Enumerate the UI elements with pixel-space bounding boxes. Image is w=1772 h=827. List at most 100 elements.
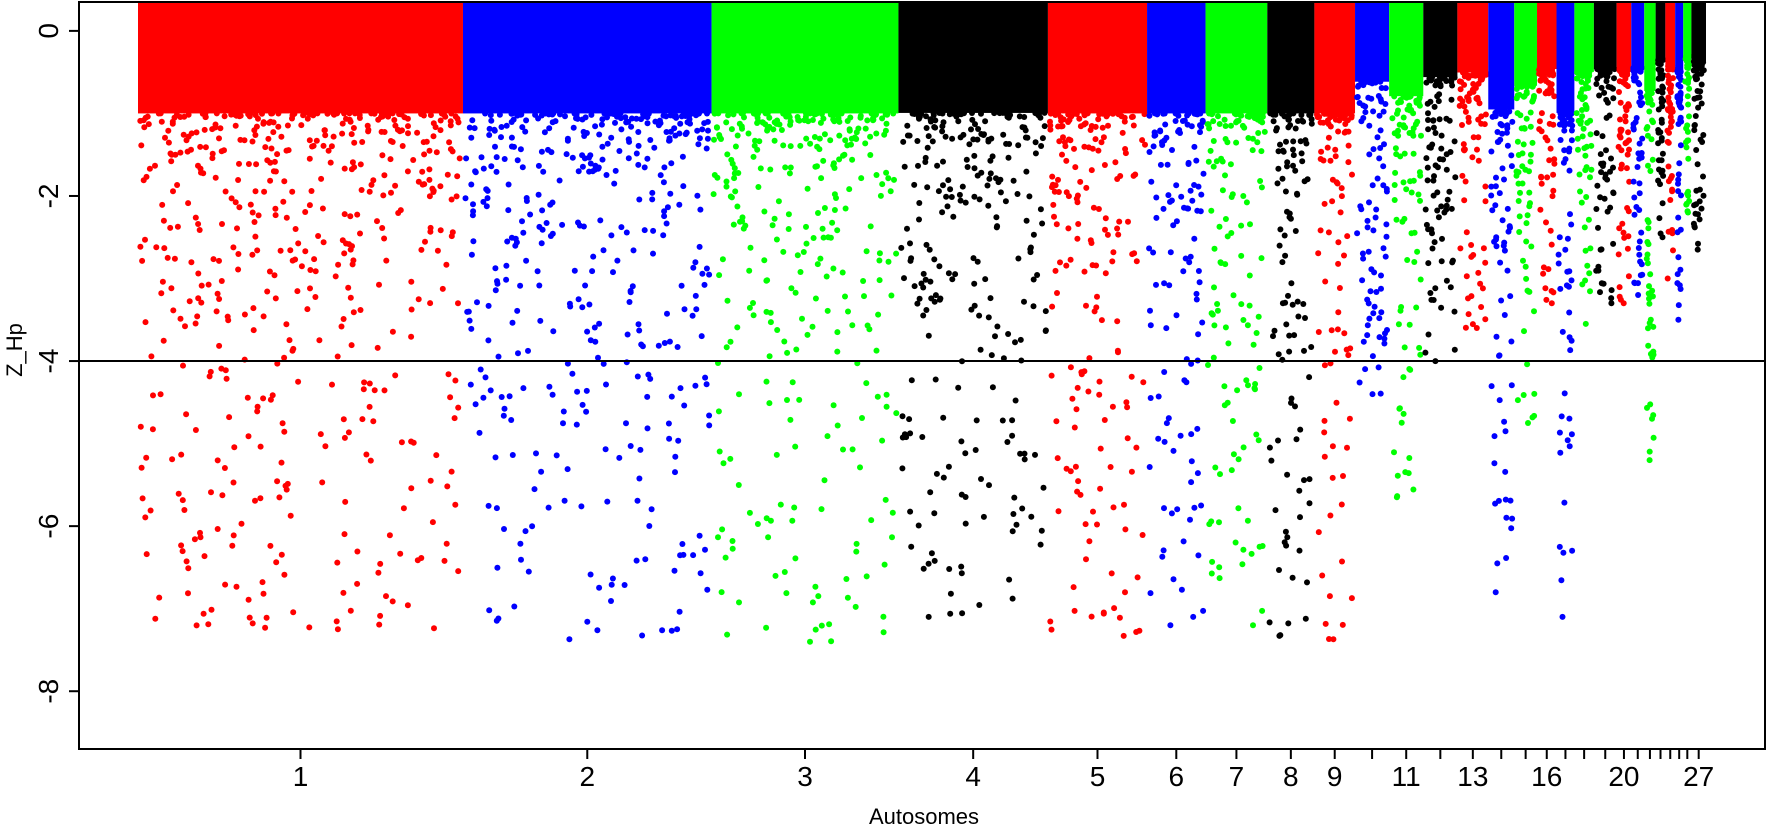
snp-point: [655, 342, 662, 349]
snp-point: [845, 308, 851, 315]
snp-point: [836, 156, 843, 163]
snp-point: [1193, 296, 1200, 303]
snp-point: [1556, 543, 1563, 550]
chromosome-4-points: [898, 2, 1049, 620]
snp-point: [1496, 352, 1502, 359]
snp-point: [1297, 514, 1303, 521]
snp-point: [1183, 379, 1190, 386]
snp-point: [1607, 168, 1613, 175]
snp-point: [732, 188, 739, 195]
snp-point: [879, 181, 886, 188]
snp-point: [750, 312, 757, 319]
snp-point: [410, 157, 417, 163]
snp-point: [1380, 245, 1387, 252]
snp-point: [601, 110, 608, 117]
snp-point: [1222, 123, 1229, 129]
snp-point: [969, 116, 976, 123]
snp-point: [1093, 304, 1100, 311]
snp-point: [1362, 109, 1369, 116]
snp-point: [1326, 636, 1332, 642]
snp-point: [1561, 499, 1568, 506]
snp-point: [1083, 184, 1090, 191]
snp-point-min: [1492, 589, 1499, 596]
snp-point: [1373, 206, 1380, 213]
snp-point: [230, 532, 237, 539]
snp-point: [1538, 128, 1545, 135]
snp-point: [1136, 627, 1143, 634]
snp-point: [1211, 284, 1217, 291]
snp-point: [1575, 146, 1581, 153]
dense-point-band: [1675, 2, 1684, 72]
snp-point: [520, 385, 527, 392]
snp-point: [520, 229, 527, 236]
snp-point: [1049, 173, 1056, 180]
snp-point: [341, 531, 348, 538]
snp-point: [214, 457, 221, 464]
dense-point-band: [138, 2, 463, 114]
snp-point: [1194, 207, 1201, 214]
snp-point: [260, 395, 267, 402]
snp-point: [846, 186, 853, 193]
snp-point: [188, 146, 194, 153]
snp-point: [1509, 118, 1516, 125]
snp-point: [334, 353, 341, 360]
snp-point: [1508, 525, 1515, 532]
snp-point: [408, 306, 415, 313]
snp-point: [803, 135, 810, 142]
snp-point: [1205, 362, 1211, 368]
snp-point: [817, 255, 824, 262]
snp-point: [797, 269, 804, 275]
snp-point: [1608, 295, 1615, 302]
snp-point: [1153, 281, 1159, 288]
snp-point: [1382, 253, 1389, 260]
snp-point: [1646, 300, 1653, 307]
snp-point: [267, 177, 274, 184]
snp-point: [1595, 224, 1601, 231]
snp-point: [324, 110, 331, 117]
snp-point: [582, 282, 589, 289]
snp-point: [1306, 500, 1313, 507]
snp-point: [1564, 437, 1571, 444]
snp-point: [222, 581, 229, 588]
snp-point: [692, 259, 699, 266]
snp-point: [317, 431, 324, 438]
snp-point: [649, 196, 656, 203]
snp-point: [235, 251, 242, 257]
snp-point: [815, 210, 821, 216]
snp-point: [1523, 220, 1530, 227]
snp-point: [1501, 418, 1508, 425]
snp-point: [1287, 122, 1294, 129]
snp-point: [1422, 349, 1429, 356]
snp-point: [1456, 78, 1463, 85]
snp-point: [494, 278, 500, 285]
snp-point: [999, 417, 1006, 424]
snp-point: [1052, 267, 1059, 274]
snp-point: [484, 195, 491, 202]
snp-point: [493, 505, 500, 512]
snp-point: [1509, 515, 1516, 522]
snp-point: [750, 153, 757, 160]
snp-point: [381, 235, 388, 242]
snp-point: [1055, 508, 1062, 515]
snp-point: [1636, 251, 1643, 258]
snp-point: [958, 438, 965, 445]
snp-point: [1083, 302, 1089, 309]
snp-point: [1058, 123, 1065, 130]
snp-point: [1645, 225, 1652, 232]
snp-point: [987, 170, 994, 177]
snp-point: [723, 119, 730, 126]
snp-point: [610, 269, 616, 276]
snp-point: [179, 497, 186, 504]
snp-point: [701, 120, 708, 127]
snp-point: [1000, 355, 1007, 362]
snp-point: [1197, 129, 1203, 136]
snp-point: [714, 174, 721, 181]
snp-point: [1646, 283, 1652, 290]
snp-point: [1474, 146, 1480, 153]
snp-point: [1583, 164, 1590, 171]
snp-point: [1579, 86, 1586, 93]
snp-point: [1258, 255, 1265, 262]
snp-point: [1005, 331, 1012, 337]
snp-point: [1161, 280, 1168, 287]
snp-point: [1518, 125, 1525, 132]
